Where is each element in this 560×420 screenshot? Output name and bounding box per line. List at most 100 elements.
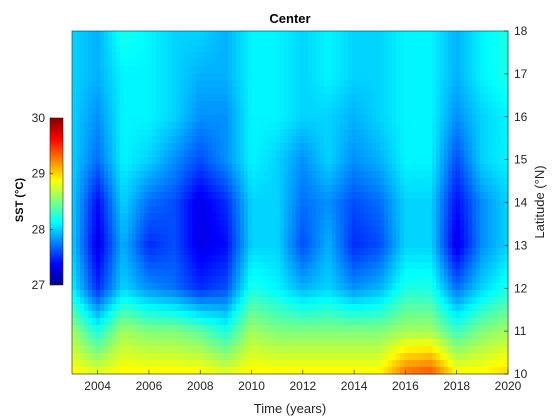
heatmap-cell — [180, 255, 185, 263]
heatmap-cell — [216, 115, 221, 123]
heatmap-cell — [176, 171, 181, 179]
heatmap-cell — [456, 304, 461, 312]
heatmap-cell — [228, 73, 233, 81]
heatmap-cell — [136, 255, 141, 263]
heatmap-cell — [300, 304, 305, 312]
heatmap-cell — [164, 220, 169, 228]
heatmap-cell — [156, 192, 161, 200]
heatmap-cell — [232, 227, 237, 235]
heatmap-cell — [92, 115, 97, 123]
heatmap-cell — [432, 304, 437, 312]
heatmap-cell — [384, 108, 389, 116]
heatmap-cell — [244, 38, 249, 46]
heatmap-cell — [220, 108, 225, 116]
heatmap-cell — [192, 52, 197, 60]
heatmap-cell — [400, 220, 405, 228]
heatmap-cell — [328, 325, 333, 333]
heatmap-cell — [348, 269, 353, 277]
heatmap-cell — [352, 129, 357, 137]
heatmap-cell — [336, 297, 341, 305]
heatmap-cell — [396, 80, 401, 88]
heatmap-cell — [212, 157, 217, 165]
heatmap-cell — [460, 367, 465, 375]
heatmap-cell — [420, 66, 425, 74]
heatmap-cell — [100, 115, 105, 123]
heatmap-cell — [468, 297, 473, 305]
heatmap-cell — [340, 52, 345, 60]
heatmap-cell — [444, 255, 449, 263]
heatmap-cell — [452, 59, 457, 67]
heatmap-cell — [360, 213, 365, 221]
heatmap-cell — [252, 297, 257, 305]
heatmap-cell — [180, 241, 185, 249]
heatmap-cell — [312, 143, 317, 151]
heatmap-cell — [220, 101, 225, 109]
heatmap-cell — [312, 360, 317, 368]
heatmap-cell — [468, 59, 473, 67]
heatmap-cell — [156, 45, 161, 53]
heatmap-cell — [304, 283, 309, 291]
heatmap-cell — [196, 66, 201, 74]
heatmap-cell — [352, 192, 357, 200]
heatmap-cell — [440, 248, 445, 256]
heatmap-cell — [476, 241, 481, 249]
heatmap-cell — [304, 269, 309, 277]
heatmap-cell — [236, 122, 241, 130]
heatmap-cell — [252, 185, 257, 193]
heatmap-cell — [372, 31, 377, 39]
heatmap-cell — [252, 122, 257, 130]
heatmap-cell — [468, 220, 473, 228]
heatmap-cell — [100, 31, 105, 39]
heatmap-cell — [384, 318, 389, 326]
heatmap-cell — [160, 325, 165, 333]
heatmap-cell — [272, 339, 277, 347]
heatmap-cell — [104, 136, 109, 144]
heatmap-cell — [252, 332, 257, 340]
heatmap-cell — [152, 367, 157, 375]
heatmap-cell — [424, 353, 429, 361]
heatmap-cell — [432, 339, 437, 347]
heatmap-cell — [92, 269, 97, 277]
heatmap-cell — [372, 150, 377, 158]
heatmap-cell — [216, 269, 221, 277]
heatmap-cell — [200, 164, 205, 172]
heatmap-cell — [184, 150, 189, 158]
heatmap-cell — [212, 45, 217, 53]
heatmap-cell — [328, 220, 333, 228]
heatmap-cell — [132, 325, 137, 333]
heatmap-cell — [420, 38, 425, 46]
heatmap-cell — [196, 290, 201, 298]
heatmap-cell — [284, 227, 289, 235]
heatmap-cell — [436, 94, 441, 102]
heatmap-cell — [432, 38, 437, 46]
heatmap-cell — [476, 262, 481, 270]
heatmap-cell — [124, 38, 129, 46]
heatmap-cell — [184, 367, 189, 375]
heatmap-cell — [336, 276, 341, 284]
heatmap-cell — [380, 38, 385, 46]
heatmap-cell — [276, 262, 281, 270]
heatmap-cell — [456, 255, 461, 263]
heatmap-cell — [292, 325, 297, 333]
heatmap-cell — [244, 129, 249, 137]
heatmap-cell — [128, 360, 133, 368]
heatmap-cell — [248, 255, 253, 263]
heatmap-cell — [176, 206, 181, 214]
heatmap-cell — [264, 248, 269, 256]
heatmap-cell — [304, 353, 309, 361]
heatmap-cell — [236, 94, 241, 102]
heatmap-cell — [236, 38, 241, 46]
heatmap-cell — [372, 297, 377, 305]
heatmap-cell — [256, 206, 261, 214]
heatmap-cell — [204, 339, 209, 347]
heatmap-cell — [388, 178, 393, 186]
heatmap-cell — [280, 129, 285, 137]
heatmap-cell — [272, 143, 277, 151]
heatmap-cell — [264, 262, 269, 270]
heatmap-cell — [472, 66, 477, 74]
heatmap-cell — [288, 143, 293, 151]
heatmap-cell — [164, 234, 169, 242]
heatmap-cell — [364, 38, 369, 46]
heatmap-cell — [468, 269, 473, 277]
heatmap-cell — [372, 255, 377, 263]
